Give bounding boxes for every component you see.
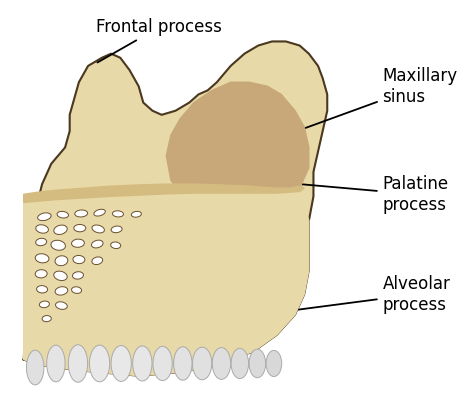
Ellipse shape [54,271,67,281]
Ellipse shape [153,346,172,381]
Ellipse shape [55,256,68,266]
Ellipse shape [72,287,82,293]
Ellipse shape [68,345,88,382]
Ellipse shape [110,242,121,249]
Ellipse shape [249,349,265,378]
Ellipse shape [55,302,67,309]
Ellipse shape [75,210,88,217]
Ellipse shape [74,225,86,232]
Ellipse shape [266,351,282,377]
Polygon shape [24,191,309,376]
Ellipse shape [39,301,49,308]
Ellipse shape [112,211,124,217]
Ellipse shape [131,211,141,217]
Ellipse shape [46,345,65,382]
Text: Palatine
process: Palatine process [280,175,448,214]
Text: Maxillary
sinus: Maxillary sinus [277,67,457,138]
Ellipse shape [92,257,103,265]
Ellipse shape [36,238,46,246]
Ellipse shape [92,225,104,233]
Ellipse shape [27,350,44,385]
Polygon shape [24,184,304,202]
Ellipse shape [212,348,231,380]
Ellipse shape [35,254,49,263]
Ellipse shape [37,213,51,220]
Ellipse shape [57,211,68,218]
Text: Alveolar
process: Alveolar process [264,275,450,314]
Ellipse shape [73,272,83,279]
Ellipse shape [73,256,85,264]
Ellipse shape [90,345,109,382]
Ellipse shape [35,270,47,278]
Polygon shape [24,41,327,376]
Ellipse shape [111,226,122,233]
Ellipse shape [91,240,103,248]
Ellipse shape [231,348,248,379]
Ellipse shape [192,347,212,380]
Ellipse shape [36,225,48,233]
Ellipse shape [94,209,105,216]
Ellipse shape [36,285,47,293]
Ellipse shape [72,239,84,247]
Ellipse shape [54,225,67,234]
Ellipse shape [111,346,131,382]
Ellipse shape [55,287,68,295]
Polygon shape [166,82,309,225]
Ellipse shape [133,346,152,381]
Ellipse shape [51,240,65,250]
Ellipse shape [173,347,192,380]
Ellipse shape [42,316,51,322]
Text: Frontal process: Frontal process [96,18,222,63]
